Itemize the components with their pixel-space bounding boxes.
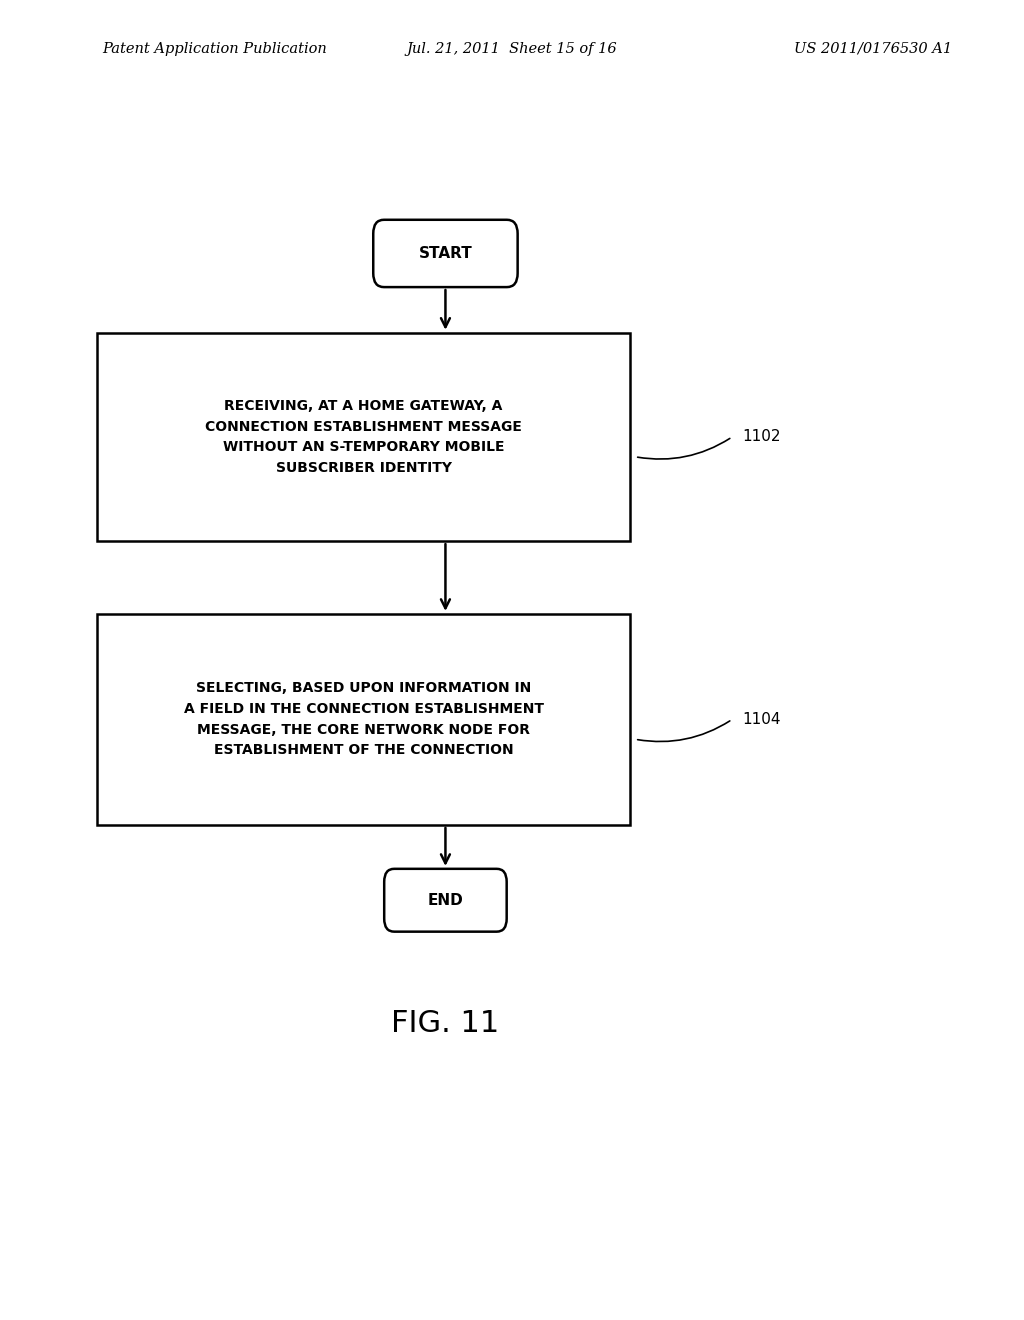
FancyBboxPatch shape <box>373 219 517 286</box>
Text: 1102: 1102 <box>742 429 781 445</box>
Text: RECEIVING, AT A HOME GATEWAY, A
CONNECTION ESTABLISHMENT MESSAGE
WITHOUT AN S-TE: RECEIVING, AT A HOME GATEWAY, A CONNECTI… <box>205 399 522 475</box>
Text: Jul. 21, 2011  Sheet 15 of 16: Jul. 21, 2011 Sheet 15 of 16 <box>407 42 617 55</box>
Text: US 2011/0176530 A1: US 2011/0176530 A1 <box>795 42 952 55</box>
Text: 1104: 1104 <box>742 711 781 727</box>
Bar <box>97 614 630 825</box>
Text: FIG. 11: FIG. 11 <box>391 1008 500 1038</box>
Text: SELECTING, BASED UPON INFORMATION IN
A FIELD IN THE CONNECTION ESTABLISHMENT
MES: SELECTING, BASED UPON INFORMATION IN A F… <box>183 681 544 758</box>
FancyBboxPatch shape <box>384 869 507 932</box>
Bar <box>97 333 630 541</box>
Text: END: END <box>428 892 463 908</box>
Text: Patent Application Publication: Patent Application Publication <box>102 42 327 55</box>
Text: START: START <box>419 246 472 261</box>
